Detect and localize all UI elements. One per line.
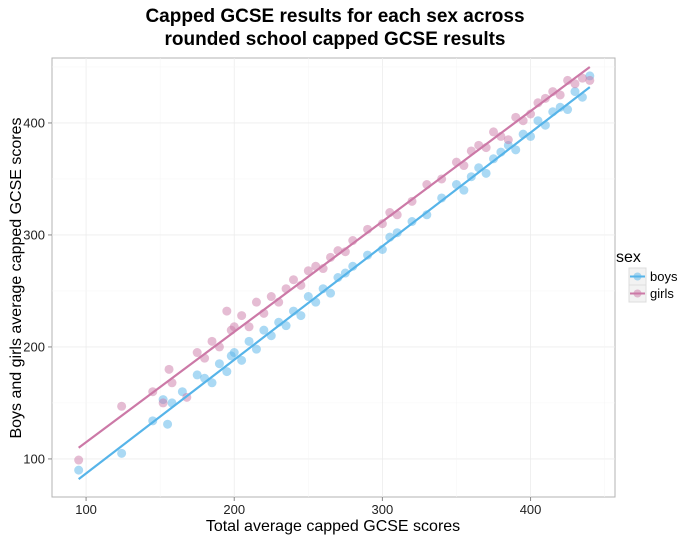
point-boys (117, 448, 127, 458)
point-boys (207, 378, 217, 388)
x-tick-label: 100 (75, 502, 97, 517)
y-tick-label: 300 (23, 227, 45, 242)
x-tick-label: 400 (520, 502, 542, 517)
point-boys (326, 288, 336, 298)
legend-label-boys: boys (650, 269, 678, 284)
point-girls (555, 90, 565, 100)
legend-title: sex (616, 249, 641, 266)
point-girls (117, 401, 127, 411)
y-tick-label: 100 (23, 451, 45, 466)
fit-line-girls (78, 66, 591, 449)
chart-title-line-1: Capped GCSE results for each sex across (145, 6, 524, 27)
point-girls (577, 73, 587, 83)
point-boys (163, 419, 173, 429)
point-boys (229, 348, 239, 358)
y-tick-label: 200 (23, 339, 45, 354)
legend-label-girls: girls (650, 286, 674, 301)
point-boys (281, 321, 291, 331)
point-girls (489, 127, 499, 137)
point-boys (192, 370, 202, 380)
x-tick-label: 300 (372, 502, 394, 517)
legend: sex boys girls (616, 249, 678, 303)
point-girls (303, 266, 313, 276)
point-girls (288, 275, 298, 285)
point-boys (407, 217, 417, 227)
x-axis-label: Total average capped GCSE scores (206, 518, 460, 535)
point-boys (244, 336, 254, 346)
point-boys (259, 325, 269, 335)
point-boys (489, 154, 499, 164)
point-boys (222, 367, 232, 377)
point-boys (511, 145, 521, 155)
point-girls (244, 322, 254, 332)
point-boys (533, 116, 543, 126)
point-girls (585, 75, 595, 85)
point-girls (251, 297, 261, 307)
point-girls (207, 336, 217, 346)
point-boys (74, 465, 84, 475)
point-girls (158, 398, 168, 408)
gridlines (52, 58, 615, 497)
point-girls (222, 306, 232, 316)
x-tick-label: 200 (223, 502, 245, 517)
fit-line-boys (77, 86, 591, 480)
point-girls (164, 364, 174, 374)
point-girls (377, 219, 387, 229)
y-axis-label: Boys and girls average capped GCSE score… (8, 117, 25, 438)
point-boys (481, 168, 491, 178)
point-boys (570, 87, 580, 97)
point-boys (363, 250, 373, 260)
point-girls (237, 311, 247, 321)
point-boys (303, 292, 313, 302)
point-girls (503, 135, 513, 145)
point-boys (214, 359, 224, 369)
chart-title-line-2: rounded school capped GCSE results (164, 29, 505, 50)
point-boys (296, 311, 306, 321)
point-boys (251, 344, 261, 354)
point-boys (392, 228, 402, 238)
point-girls (74, 455, 84, 465)
y-tick-label: 400 (23, 115, 45, 130)
point-girls (407, 196, 417, 206)
point-boys (237, 355, 247, 365)
point-girls (570, 79, 580, 89)
point-girls (192, 348, 202, 358)
point-girls (266, 292, 276, 302)
point-boys (459, 185, 469, 195)
point-boys (555, 102, 565, 112)
